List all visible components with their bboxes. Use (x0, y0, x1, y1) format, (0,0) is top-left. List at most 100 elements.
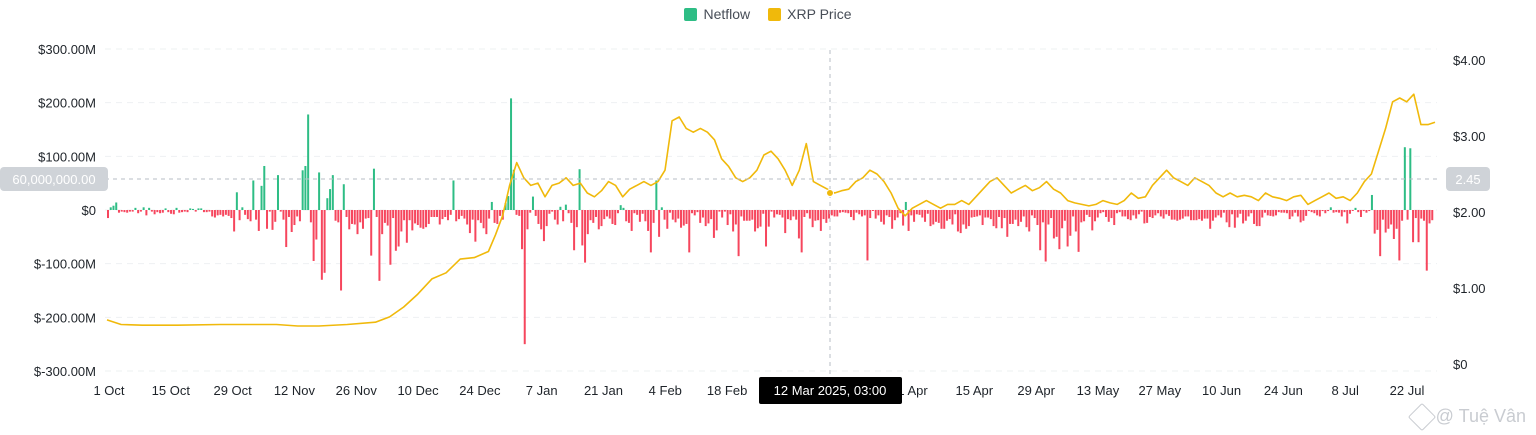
netflow-bar (1302, 210, 1305, 221)
netflow-bar (1225, 210, 1228, 223)
netflow-bar (562, 210, 565, 222)
netflow-bar (945, 210, 948, 221)
netflow-bar (1047, 210, 1050, 225)
netflow-bar (548, 210, 551, 214)
netflow-bar (907, 210, 910, 231)
netflow-bar (375, 210, 378, 217)
legend: Netflow XRP Price (0, 6, 1536, 22)
netflow-bar (515, 210, 518, 215)
netflow-bar (416, 210, 419, 226)
netflow-bar (252, 180, 255, 210)
netflow-bar (553, 210, 556, 220)
x-tick-label: 27 May (1138, 383, 1181, 398)
netflow-bar (1058, 210, 1061, 250)
netflow-bar (822, 210, 825, 220)
netflow-bar (540, 210, 543, 230)
netflow-bar (353, 210, 356, 225)
netflow-bar (1269, 210, 1272, 216)
netflow-bar (230, 210, 233, 219)
legend-item-netflow[interactable]: Netflow (684, 6, 750, 22)
netflow-bar (1351, 210, 1354, 211)
netflow-bar (499, 210, 502, 216)
netflow-bar (1335, 210, 1338, 213)
netflow-bar (1316, 210, 1319, 216)
netflow-bar (455, 210, 458, 222)
netflow-bar (1283, 210, 1286, 213)
x-tick-label: 7 Jan (526, 383, 558, 398)
netflow-bar (1030, 210, 1033, 216)
netflow-bar (910, 210, 913, 216)
netflow-bar (304, 165, 307, 210)
netflow-bar (611, 210, 614, 224)
netflow-bar (1135, 210, 1138, 219)
netflow-bar (186, 210, 189, 213)
netflow-bar (446, 210, 449, 221)
netflow-bar (507, 196, 510, 210)
netflow-bar (1118, 210, 1121, 213)
netflow-bar (364, 210, 367, 219)
y-right-tick-label: $3.00 (1453, 129, 1486, 144)
netflow-bar (688, 210, 691, 253)
netflow-bar (918, 210, 921, 215)
netflow-bar (556, 210, 559, 225)
netflow-bar (191, 208, 194, 210)
netflow-bar (422, 210, 425, 229)
netflow-bar (658, 210, 661, 237)
netflow-bar (674, 210, 677, 223)
netflow-bar (301, 170, 304, 210)
netflow-bar (625, 210, 628, 222)
netflow-bar (227, 210, 230, 216)
netflow-bar (411, 210, 414, 231)
netflow-bar (877, 210, 880, 216)
netflow-bar (973, 210, 976, 217)
netflow-bar (1102, 210, 1105, 213)
netflow-bar (992, 210, 995, 227)
netflow-bar (671, 210, 674, 220)
netflow-bar (1162, 210, 1165, 219)
netflow-bar (570, 210, 573, 223)
netflow-bar (1017, 210, 1020, 227)
netflow-bar (468, 210, 471, 234)
netflow-bar (1137, 210, 1140, 215)
netflow-bar (296, 210, 299, 217)
netflow-bar (255, 210, 258, 220)
netflow-bar (307, 114, 310, 210)
netflow-bar (1096, 210, 1099, 218)
netflow-bar (1332, 210, 1335, 213)
netflow-bar (477, 210, 480, 221)
netflow-bar (1181, 210, 1184, 219)
legend-label-xrp-price: XRP Price (787, 6, 852, 22)
netflow-bar (743, 210, 746, 221)
netflow-bar (987, 210, 990, 218)
x-tick-label: 1 Apr (897, 383, 928, 398)
netflow-bar (1395, 210, 1398, 229)
y-right-tick-label: $4.00 (1453, 53, 1486, 68)
netflow-bar (915, 210, 918, 215)
x-tick-label: 4 Feb (649, 383, 682, 398)
netflow-bar (1088, 210, 1091, 217)
netflow-bar (452, 180, 455, 210)
netflow-bar (282, 210, 285, 220)
netflow-bar (183, 210, 186, 212)
netflow-bar (636, 210, 639, 215)
netflow-bar (967, 210, 970, 227)
netflow-bar (518, 210, 521, 216)
netflow-bar (1179, 210, 1182, 220)
netflow-bar (1165, 210, 1168, 215)
netflow-bar (1401, 210, 1404, 221)
legend-item-xrp-price[interactable]: XRP Price (768, 6, 852, 22)
netflow-bar (721, 210, 724, 218)
netflow-bar (1140, 210, 1143, 212)
netflow-bar (326, 198, 329, 210)
netflow-bar (1113, 210, 1116, 226)
netflow-bar (1280, 210, 1283, 213)
netflow-bar (1072, 210, 1075, 217)
x-tick-label: 10 Dec (397, 383, 439, 398)
netflow-bar (781, 210, 784, 218)
netflow-bar (1083, 210, 1086, 222)
netflow-bar (1146, 210, 1149, 223)
netflow-bar (1209, 210, 1212, 229)
netflow-bar (1406, 210, 1409, 220)
netflow-bar (1291, 210, 1294, 217)
